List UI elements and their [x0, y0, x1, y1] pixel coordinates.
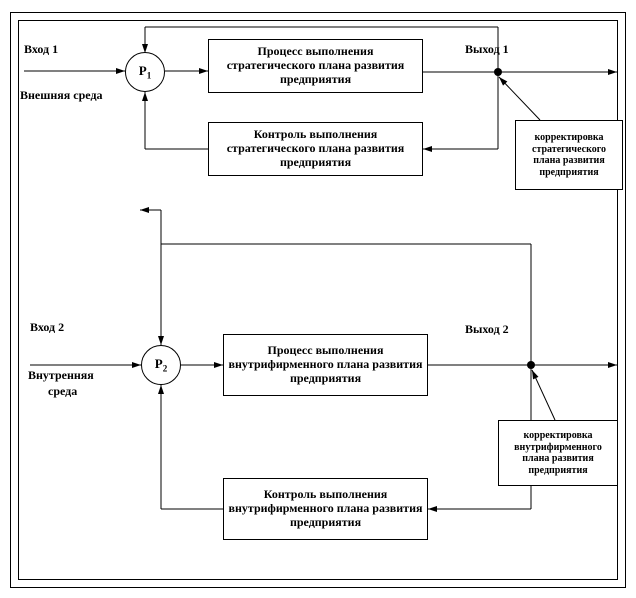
node-p2-label: Р2 — [155, 356, 168, 374]
node-control2-text: Контроль выполнения внутрифирменного пла… — [228, 488, 423, 529]
label-internal-env-2: среда — [48, 384, 77, 399]
label-input-2: Вход 2 — [30, 320, 64, 335]
node-correction2-text: корректировка внутрифирменного плана раз… — [503, 430, 613, 476]
junction-dot-1 — [494, 68, 502, 76]
node-correction1: корректировка стратегического плана разв… — [515, 120, 623, 190]
node-process1: Процесс выполнения стратегического плана… — [208, 39, 423, 93]
node-correction2: корректировка внутрифирменного плана раз… — [498, 420, 618, 486]
node-control2: Контроль выполнения внутрифирменного пла… — [223, 478, 428, 540]
node-correction1-text: корректировка стратегического плана разв… — [520, 132, 618, 178]
node-control1-text: Контроль выполнения стратегического план… — [213, 128, 418, 169]
label-input-1: Вход 1 — [24, 42, 58, 57]
node-p2: Р2 — [141, 345, 181, 385]
node-process2: Процесс выполнения внутрифирменного план… — [223, 334, 428, 396]
junction-dot-2 — [527, 361, 535, 369]
label-external-env: Внешняя среда — [20, 88, 103, 103]
node-p1: Р1 — [125, 52, 165, 92]
diagram-canvas: Р1 Р2 Процесс выполнения стратегического… — [0, 0, 636, 598]
node-control1: Контроль выполнения стратегического план… — [208, 122, 423, 176]
node-process2-text: Процесс выполнения внутрифирменного план… — [228, 344, 423, 385]
node-process1-text: Процесс выполнения стратегического плана… — [213, 45, 418, 86]
label-output-1: Выход 1 — [465, 42, 509, 57]
label-internal-env-1: Внутренняя — [28, 368, 94, 383]
label-output-2: Выход 2 — [465, 322, 509, 337]
node-p1-label: Р1 — [139, 63, 152, 81]
